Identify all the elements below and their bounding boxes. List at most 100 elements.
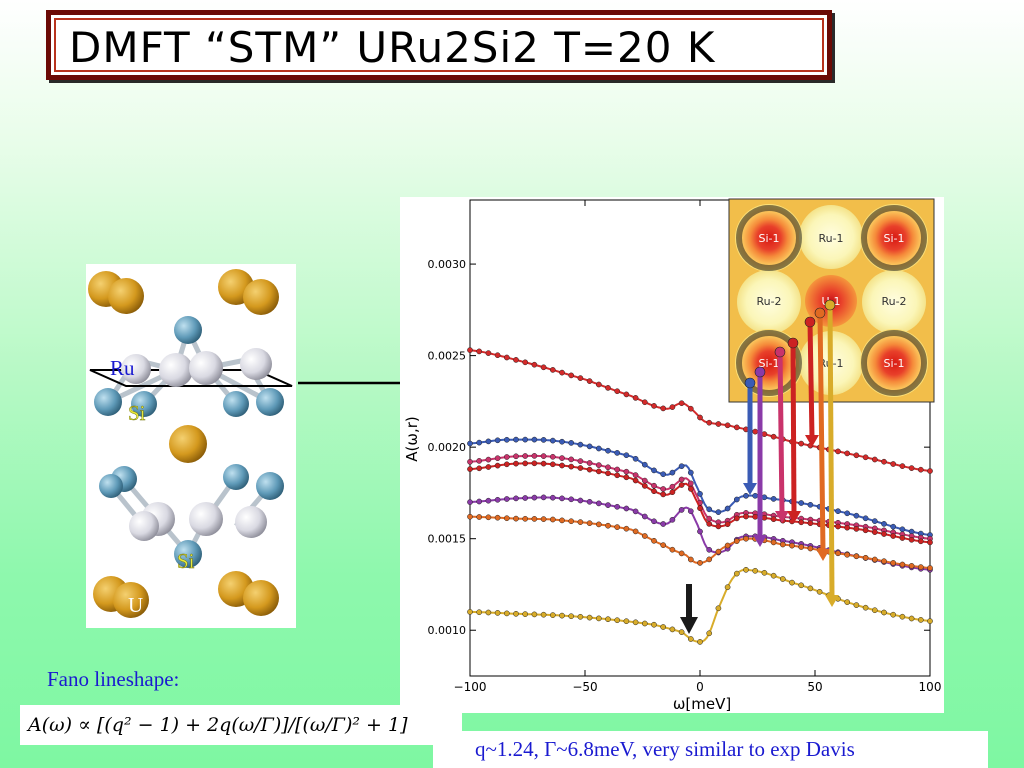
series-point bbox=[641, 483, 648, 489]
series-point bbox=[862, 527, 869, 534]
series-point bbox=[798, 519, 805, 526]
series-point bbox=[559, 455, 565, 461]
series-point bbox=[614, 466, 621, 473]
series-point bbox=[752, 492, 759, 499]
series-point bbox=[890, 461, 897, 467]
series-point bbox=[513, 460, 519, 467]
crystal-label-ru: Ru bbox=[110, 356, 135, 380]
series-point bbox=[522, 453, 529, 459]
series-point bbox=[724, 584, 731, 591]
series-point bbox=[651, 403, 657, 409]
series-point bbox=[586, 520, 593, 527]
series-point bbox=[669, 483, 676, 490]
series-point bbox=[706, 521, 713, 527]
series-point bbox=[559, 495, 565, 502]
crystal-label-si-top: Si bbox=[128, 401, 146, 425]
series-point bbox=[586, 443, 593, 450]
series-point bbox=[651, 467, 657, 474]
series-point bbox=[476, 439, 483, 446]
series-point bbox=[485, 438, 492, 445]
series-point bbox=[715, 548, 722, 555]
series-point bbox=[715, 421, 722, 427]
position-arrow bbox=[824, 299, 839, 607]
series-point bbox=[485, 497, 492, 504]
series-point bbox=[927, 468, 933, 474]
series-point bbox=[890, 560, 897, 566]
series-point bbox=[540, 364, 547, 371]
series-point bbox=[568, 518, 575, 525]
series-point bbox=[881, 531, 887, 537]
series-point bbox=[752, 428, 759, 435]
series-point bbox=[467, 440, 473, 447]
series-point bbox=[908, 563, 915, 569]
series-point bbox=[513, 436, 519, 443]
x-tick-label: 0 bbox=[696, 680, 704, 694]
series-point bbox=[752, 567, 759, 574]
series-point bbox=[724, 505, 731, 512]
fano-label: Fano lineshape: bbox=[47, 667, 180, 691]
series-point bbox=[899, 561, 906, 568]
series-point bbox=[513, 495, 519, 502]
series-point bbox=[494, 462, 501, 469]
series-point bbox=[835, 508, 841, 515]
series-point bbox=[595, 381, 602, 388]
series-point bbox=[890, 533, 897, 539]
series-point bbox=[494, 610, 501, 616]
series-point bbox=[476, 465, 483, 472]
series-point bbox=[687, 556, 694, 563]
series-point bbox=[577, 465, 584, 471]
inset-label: Ru-2 bbox=[881, 295, 906, 308]
series-point bbox=[549, 437, 556, 444]
y-tick-label: 0.0025 bbox=[428, 350, 467, 363]
series-point bbox=[632, 477, 639, 484]
series-point bbox=[669, 546, 676, 553]
series-point bbox=[559, 462, 565, 469]
series-point bbox=[881, 521, 887, 527]
series-point bbox=[651, 488, 657, 495]
series-point bbox=[908, 465, 915, 471]
series-point bbox=[651, 621, 657, 628]
series-point bbox=[917, 564, 924, 570]
series-point bbox=[586, 614, 593, 621]
series-point bbox=[706, 515, 713, 522]
series-point bbox=[706, 556, 713, 563]
series-point bbox=[540, 516, 547, 522]
series-point bbox=[715, 509, 722, 515]
series-point bbox=[697, 491, 703, 497]
series-point bbox=[678, 507, 685, 513]
series-point bbox=[807, 545, 814, 552]
inset-label: Si-1 bbox=[883, 357, 904, 370]
series-point bbox=[687, 486, 694, 492]
title-box: DMFT “STM” URu2Si2 T=20 K bbox=[46, 10, 832, 80]
series-point bbox=[752, 513, 759, 520]
position-arrow bbox=[743, 377, 757, 495]
series-point bbox=[559, 517, 565, 524]
fano-formula: A(ω) ∝ [(q² − 1) + 2q(ω/Γ)]/[(ω/Γ)² + 1] bbox=[20, 705, 462, 745]
series-point bbox=[531, 361, 538, 368]
series-point bbox=[522, 359, 529, 366]
series-point bbox=[798, 544, 805, 550]
series-point bbox=[660, 486, 667, 492]
u-atoms bbox=[88, 269, 279, 618]
series-point bbox=[844, 551, 851, 558]
series-point bbox=[476, 609, 483, 616]
series-point bbox=[595, 615, 602, 622]
series-point bbox=[890, 611, 897, 618]
series-point bbox=[549, 516, 556, 523]
series-point bbox=[669, 404, 676, 410]
series-point bbox=[733, 570, 740, 577]
y-axis-label: A(ω,r) bbox=[403, 416, 421, 461]
series-point bbox=[871, 529, 878, 535]
series-point bbox=[586, 460, 593, 466]
series-point bbox=[697, 528, 703, 535]
series-point bbox=[927, 539, 933, 546]
series-point bbox=[503, 454, 510, 460]
series-point bbox=[890, 523, 897, 530]
series-point bbox=[678, 400, 685, 407]
series-point bbox=[614, 503, 621, 510]
series-point bbox=[494, 437, 501, 444]
series-point bbox=[908, 536, 915, 543]
series-point bbox=[761, 494, 768, 501]
series-point bbox=[513, 357, 519, 363]
series-point bbox=[503, 610, 510, 617]
